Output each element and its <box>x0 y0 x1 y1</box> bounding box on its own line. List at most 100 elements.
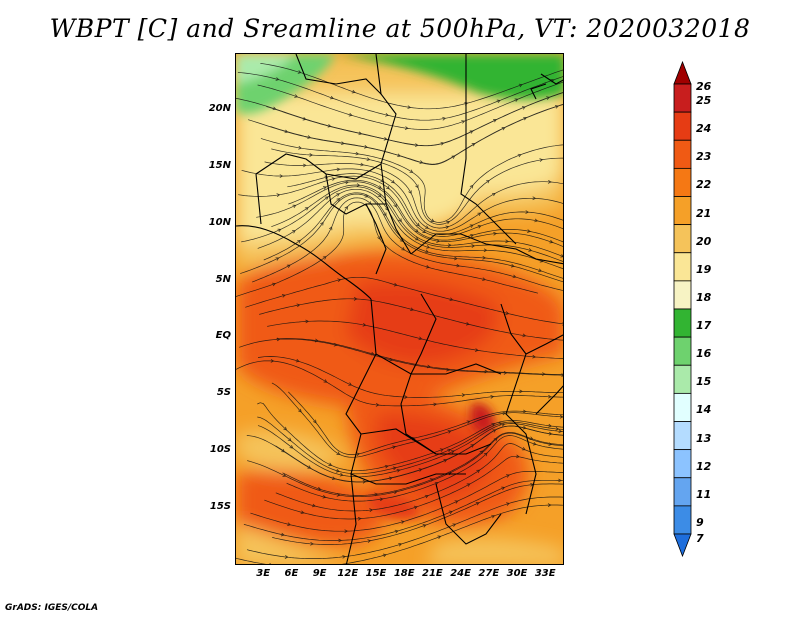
lat-tick-label: EQ <box>215 330 231 342</box>
streamline-arrow <box>338 538 343 543</box>
streamline-arrow <box>522 409 527 414</box>
streamline-arrow <box>296 303 301 308</box>
streamline-arrow <box>322 494 327 499</box>
streamline <box>260 63 563 110</box>
streamline-arrow <box>345 180 349 185</box>
streamline-arrow <box>491 422 496 427</box>
streamline-arrow <box>483 452 488 457</box>
streamline <box>240 193 563 283</box>
streamline-arrow <box>337 278 342 282</box>
streamline-arrow <box>522 333 527 338</box>
streamline <box>241 168 563 232</box>
streamline <box>236 504 563 564</box>
streamline-arrow <box>317 486 322 491</box>
colorbar-level-label: 24 <box>696 122 712 136</box>
streamline-arrow <box>505 239 510 244</box>
streamline <box>260 138 563 223</box>
colorbar-level-label: 23 <box>696 150 712 164</box>
streamline-arrow <box>322 256 327 260</box>
streamline-arrow <box>384 464 389 469</box>
streamline-arrow <box>482 277 487 281</box>
streamline-arrow <box>515 454 520 459</box>
colorbar-level-label: 13 <box>696 431 712 445</box>
streamline-arrow <box>547 503 552 507</box>
streamline-arrow <box>539 158 544 162</box>
lon-tick-label: 12E <box>337 568 359 579</box>
streamline-arrow <box>320 221 324 226</box>
streamline-arrow <box>358 131 363 136</box>
streamline-arrow <box>519 389 524 394</box>
streamline-arrow <box>289 445 294 449</box>
streamline-arrow <box>512 274 517 279</box>
colorbar-level-label: 22 <box>696 178 712 192</box>
streamline-arrow <box>510 263 515 268</box>
streamline-arrow <box>385 113 390 117</box>
streamline <box>245 276 563 325</box>
streamline-arrow <box>269 563 272 564</box>
lon-tick-label: 27E <box>478 568 500 579</box>
colorbar-level-label: 11 <box>696 487 712 501</box>
colorbar-segment <box>673 139 692 169</box>
streamline-arrow <box>344 529 349 534</box>
streamline-arrow <box>270 359 275 363</box>
lat-tick-label: 20N <box>208 102 231 114</box>
streamline-arrow <box>482 256 487 260</box>
colorbar-level-label: 7 <box>696 532 704 545</box>
streamline-arrow <box>503 370 508 375</box>
streamline-arrow <box>295 358 300 363</box>
streamline-arrow <box>276 337 281 342</box>
streamline-arrow <box>471 143 476 147</box>
streamline-arrow <box>333 342 338 347</box>
streamline-arrow <box>419 160 424 164</box>
streamline-arrow <box>339 472 344 477</box>
streamline-arrow <box>330 95 334 100</box>
streamline-arrow <box>275 257 280 261</box>
streamline-arrow <box>414 237 419 241</box>
streamline-arrow <box>310 542 314 546</box>
lon-tick-label: 21E <box>422 568 443 579</box>
streamline-arrow <box>392 445 397 450</box>
streamline <box>241 186 563 262</box>
colorbar-level-label: 17 <box>696 319 712 333</box>
streamline-arrow <box>424 225 429 229</box>
colorbar-segment <box>673 111 692 141</box>
streamline-arrow <box>408 190 412 195</box>
streamline-arrow <box>355 151 360 156</box>
streamline-arrow <box>418 336 423 341</box>
country-borders <box>236 54 563 564</box>
streamline <box>247 432 563 498</box>
streamline-arrow <box>448 510 453 515</box>
colorbar-segment <box>673 449 692 479</box>
streamline-arrow <box>327 565 330 566</box>
streamline-arrow <box>505 474 510 478</box>
streamline-arrow <box>279 174 284 178</box>
streamline-arrow <box>437 535 442 540</box>
streamline-arrow <box>449 297 454 302</box>
streamline-arrow <box>309 153 314 157</box>
lat-tick-label: 10N <box>208 216 231 228</box>
streamline-arrow <box>392 466 397 471</box>
streamline-arrow <box>351 89 356 94</box>
colorbar-level-label: 15 <box>696 375 712 389</box>
page-title: WBPT [C] and Sreamline at 500hPa, VT: 20… <box>49 14 751 43</box>
streamline-arrow <box>436 239 441 243</box>
streamline-arrow <box>353 297 358 301</box>
streamline-arrow <box>521 106 526 110</box>
streamline <box>236 360 563 407</box>
streamline-arrow <box>483 248 488 253</box>
colorbar-segment <box>673 505 692 535</box>
colorbar-level-label: 21 <box>696 206 712 220</box>
colorbar-level-label: 12 <box>696 459 712 473</box>
streamline-arrow <box>424 494 429 499</box>
streamline-arrow <box>382 553 387 558</box>
streamline-arrow <box>356 183 361 187</box>
streamline-arrow <box>364 194 369 198</box>
streamline-arrow <box>446 221 451 225</box>
lon-tick-label: 24E <box>450 568 471 579</box>
streamline-layer <box>236 63 563 566</box>
streamline-arrow <box>280 532 285 537</box>
streamline-arrow <box>528 248 533 252</box>
streamline-arrow <box>496 99 501 104</box>
streamline-arrow <box>505 311 510 315</box>
streamline-arrow <box>429 478 434 482</box>
